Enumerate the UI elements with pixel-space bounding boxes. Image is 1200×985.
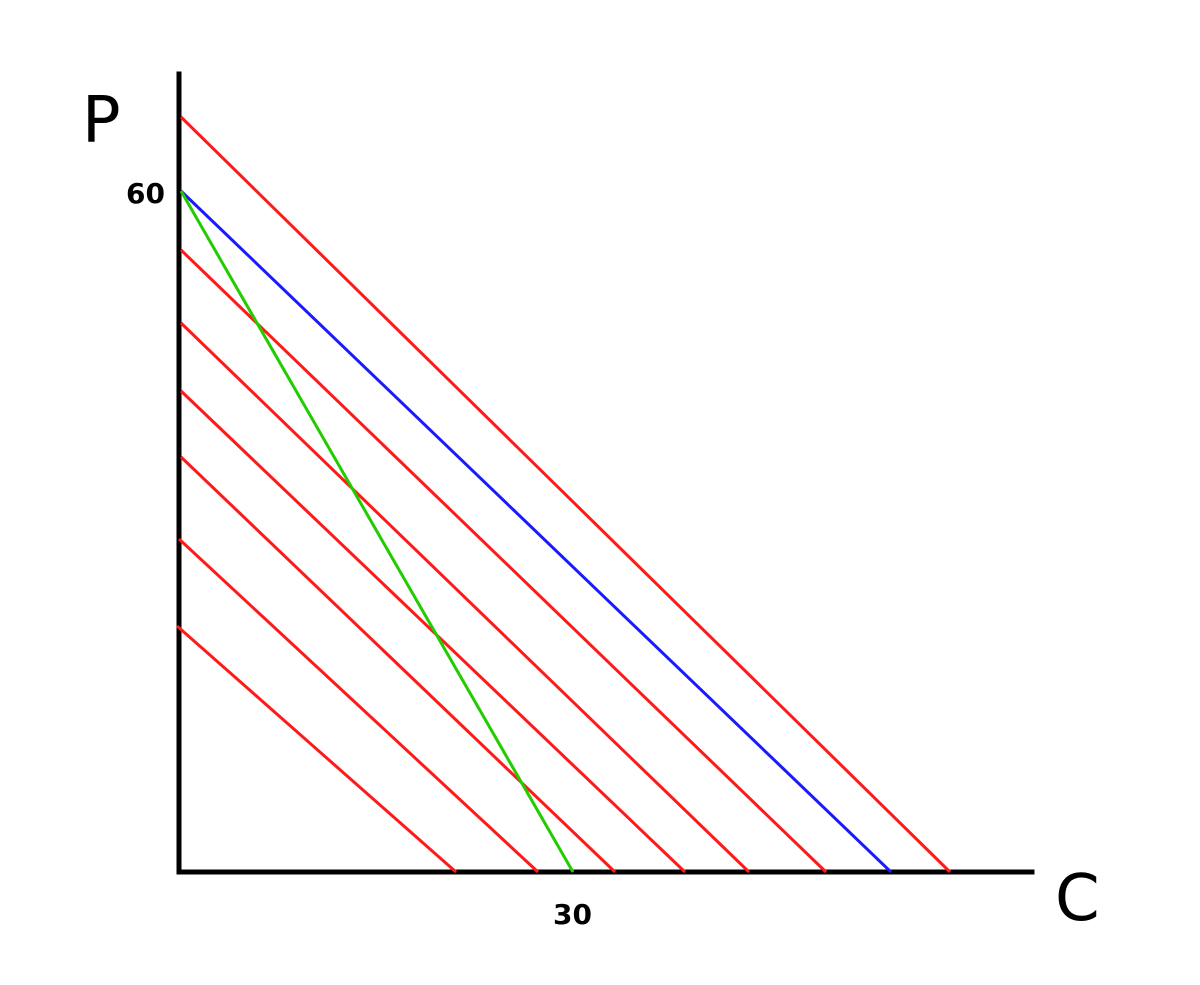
red-budget-line-7 <box>176 624 457 874</box>
blue-budget-line <box>179 189 893 874</box>
red-budget-line-6 <box>177 537 540 874</box>
green-budget-line <box>179 190 575 873</box>
red-budget-line-1 <box>179 115 952 874</box>
red-budget-line-3 <box>179 321 751 874</box>
y-tick-label: 60 <box>126 177 165 210</box>
red-budget-line-5 <box>179 455 617 874</box>
y-axis-label: P <box>82 84 121 158</box>
x-tick-label: 30 <box>553 898 592 931</box>
red-budget-line-2 <box>179 248 828 874</box>
x-axis-label: C <box>1055 862 1100 936</box>
